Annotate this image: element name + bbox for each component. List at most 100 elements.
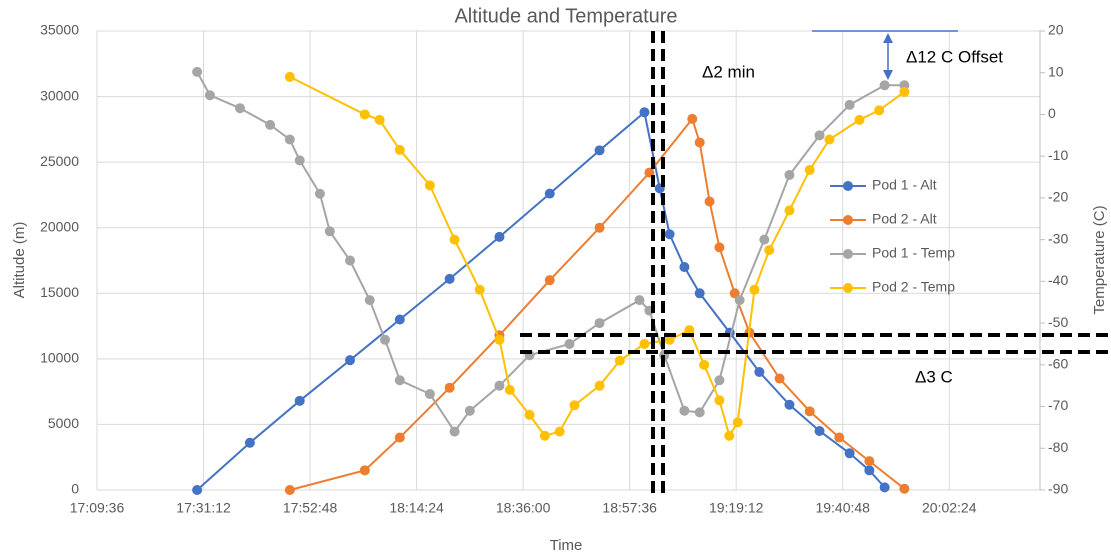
data-point [444,273,455,284]
x-tick-label: 18:36:00 [496,500,551,516]
annotation: Δ12 C Offset [906,47,1003,66]
data-point [639,107,650,118]
data-point [394,144,405,155]
data-point [664,334,675,345]
data-point [504,384,515,395]
data-point [324,226,335,237]
data-point [714,395,725,406]
data-point [774,373,785,384]
data-point [699,359,710,370]
x-tick-label: 17:09:36 [70,500,125,516]
data-point [694,288,705,299]
data-point [394,375,405,386]
data-point [235,103,246,114]
data-point [874,105,885,116]
data-point [380,334,391,345]
x-tick-label: 19:19:12 [709,500,764,516]
series-line [289,116,905,491]
data-point [679,405,690,416]
data-point [284,71,295,82]
data-point [844,99,855,110]
data-point [444,382,455,393]
data-point [804,406,815,417]
data-point [594,145,605,156]
data-point [314,188,325,199]
legend-marker [843,283,853,293]
data-point [899,483,910,494]
data-point [494,380,505,391]
y2-tick-label: -20 [1048,189,1068,205]
data-point [639,338,650,349]
legend-label: Pod 2 - Temp [872,279,955,295]
data-point [284,134,295,145]
data-point [359,109,370,120]
data-point [345,355,356,366]
y-tick-label: 0 [71,481,79,497]
data-point [594,222,605,233]
data-point [844,448,855,459]
x-tick-label: 18:57:36 [602,500,657,516]
x-axis-title: Time [550,537,583,554]
data-point [284,485,295,495]
data-point [345,255,356,266]
data-point [449,234,460,245]
data-point [749,284,760,295]
data-point [494,231,505,242]
data-point [734,295,745,306]
x-tick-label: 20:02:24 [922,500,977,516]
data-point [294,155,305,166]
data-point [244,437,255,448]
data-point [724,430,735,441]
data-point [192,66,203,77]
legend-label: Pod 2 - Alt [872,211,937,227]
y-tick-label: 20000 [40,218,79,234]
plot-area: 0 5000 10000 15000 20000 25000 30000 35000 17:09… [40,22,1068,516]
chart-title: Altitude and Temperature [454,5,677,27]
legend-marker [843,215,853,225]
data-point [494,334,505,345]
y2-tick-label: -90 [1048,481,1068,497]
data-point [899,86,910,97]
data-point [544,275,555,286]
data-point [614,355,625,366]
data-point [204,90,215,101]
data-point [764,245,775,256]
data-point [564,338,575,349]
data-point [394,314,405,325]
data-point [474,284,485,295]
data-point [854,114,865,125]
data-point [684,325,695,336]
y2-tick-label: 10 [1048,63,1064,79]
data-point [784,205,795,216]
arrow-heads [883,33,893,80]
data-point [687,113,698,124]
data-point [784,169,795,180]
data-point [864,456,875,467]
data-point [864,465,875,476]
y2-tick-label: -40 [1048,272,1068,288]
legend-marker [843,249,853,259]
data-point [879,482,890,493]
data-point [364,295,375,306]
y2-tick-label: -10 [1048,147,1068,163]
data-point [679,262,690,273]
y2-tick-label: -60 [1048,356,1068,372]
data-point [834,432,845,443]
data-point [704,196,715,207]
data-point [294,395,305,406]
data-point [394,432,405,443]
data-point [192,485,203,495]
data-point [524,409,535,420]
y2-axis-title: Temperature (C) [1091,205,1108,314]
data-point [594,318,605,329]
annotation: Δ2 min [702,62,755,81]
data-point [265,119,276,130]
data-point [449,426,460,437]
y-axis-title: Altitude (m) [11,222,28,299]
data-point [634,295,645,306]
y-tick-label: 5000 [48,415,79,431]
data-point [664,229,675,240]
legend-label: Pod 1 - Temp [872,245,955,261]
